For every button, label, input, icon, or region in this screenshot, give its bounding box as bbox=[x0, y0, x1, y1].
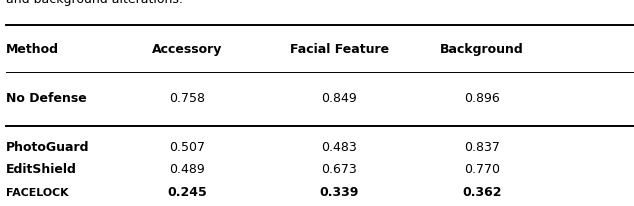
Text: No Defense: No Defense bbox=[6, 92, 87, 105]
Text: 0.758: 0.758 bbox=[169, 92, 205, 105]
Text: PhotoGuard: PhotoGuard bbox=[6, 141, 90, 154]
Text: 0.339: 0.339 bbox=[320, 186, 359, 199]
Text: 0.483: 0.483 bbox=[321, 141, 357, 154]
Text: 0.507: 0.507 bbox=[169, 141, 205, 154]
Text: 0.896: 0.896 bbox=[464, 92, 500, 105]
Text: Facial Feature: Facial Feature bbox=[290, 43, 389, 56]
Text: 0.849: 0.849 bbox=[321, 92, 357, 105]
Text: EditShield: EditShield bbox=[6, 163, 77, 177]
Text: 0.837: 0.837 bbox=[464, 141, 500, 154]
Text: 0.489: 0.489 bbox=[169, 163, 205, 177]
Text: Background: Background bbox=[440, 43, 524, 56]
Text: 0.245: 0.245 bbox=[167, 186, 207, 199]
Text: 0.770: 0.770 bbox=[464, 163, 500, 177]
Text: and background alterations.: and background alterations. bbox=[6, 0, 183, 6]
Text: 0.673: 0.673 bbox=[321, 163, 357, 177]
Text: FACELOCK: FACELOCK bbox=[6, 188, 69, 198]
Text: Accessory: Accessory bbox=[152, 43, 223, 56]
Text: 0.362: 0.362 bbox=[462, 186, 501, 199]
Text: Method: Method bbox=[6, 43, 60, 56]
